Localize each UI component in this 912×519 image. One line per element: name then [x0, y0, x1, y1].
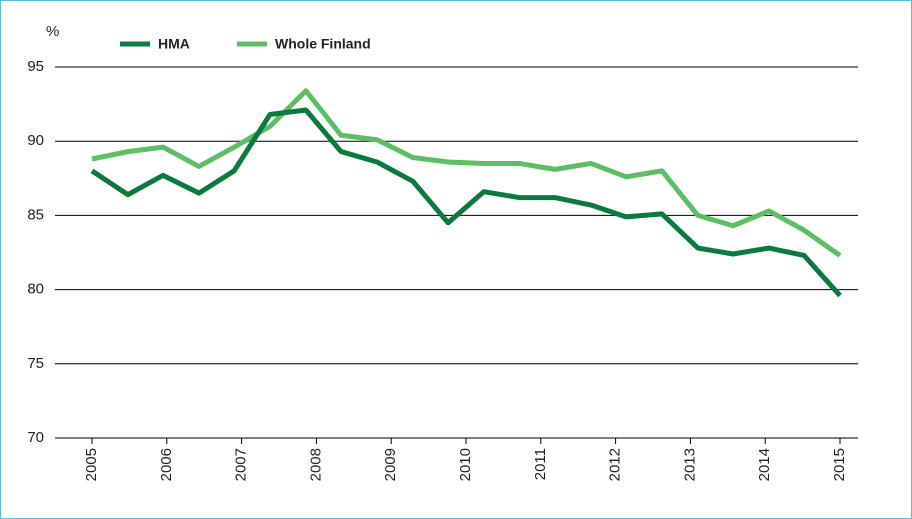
- y-axis-label: %: [46, 23, 59, 40]
- legend-label: HMA: [158, 36, 190, 52]
- x-tick-label: 2008: [307, 448, 324, 481]
- x-tick-label: 2011: [532, 448, 549, 480]
- y-tick-label: 75: [27, 355, 44, 372]
- x-tick-label: 2006: [158, 448, 175, 481]
- series-line: [90, 107, 842, 298]
- x-tick-label: 2015: [831, 448, 848, 481]
- x-tick-label: 2012: [607, 448, 624, 481]
- x-tick-label: 2005: [83, 448, 100, 481]
- series-line: [91, 88, 842, 258]
- x-tick-label: 2009: [382, 448, 399, 481]
- x-tick-label: 2014: [756, 448, 773, 481]
- x-tick-label: 2010: [457, 448, 474, 481]
- x-tick-label: 2013: [681, 448, 698, 481]
- y-tick-label: 90: [27, 132, 44, 149]
- y-tick-label: 80: [27, 281, 44, 298]
- x-tick-label: 2007: [233, 448, 250, 481]
- legend-label: Whole Finland: [275, 36, 371, 52]
- y-tick-label: 95: [27, 58, 44, 75]
- y-tick-label: 85: [27, 206, 44, 223]
- y-tick-label: 70: [27, 429, 44, 446]
